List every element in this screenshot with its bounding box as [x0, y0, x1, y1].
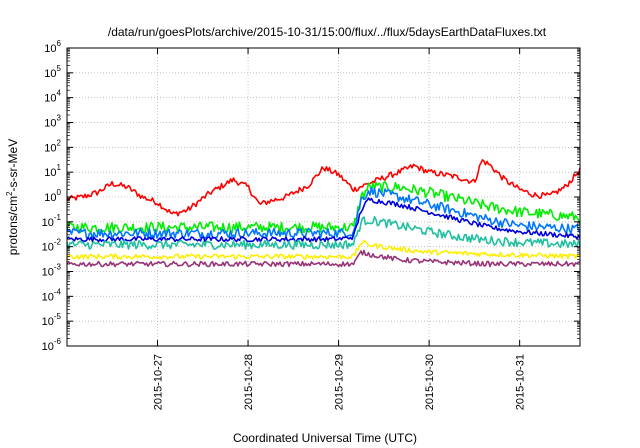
y-tick-label-base: 10 — [42, 217, 54, 229]
y-tick-label-base: 10 — [44, 192, 56, 204]
y-tick-label: 104 — [44, 89, 61, 105]
series-layer — [66, 159, 581, 268]
y-axis-label-rest: -s-sr-MeV — [6, 139, 20, 192]
y-axis-label-sup: 2 — [5, 191, 14, 196]
y-tick-label-base: 10 — [42, 341, 54, 353]
y-tick-label-exp: -5 — [54, 312, 62, 321]
y-tick-label-exp: 2 — [57, 138, 62, 147]
y-tick-label: 10-3 — [42, 263, 62, 279]
y-tick-label-exp: -1 — [54, 213, 62, 222]
y-tick-label-base: 10 — [42, 316, 54, 328]
y-tick-label-exp: 1 — [57, 163, 62, 172]
y-tick-label-exp: -4 — [54, 287, 62, 296]
x-tick-label: 2015-10-27 — [153, 354, 165, 410]
y-tick-label: 102 — [44, 138, 61, 154]
x-tick-label: 2015-10-28 — [243, 354, 255, 410]
y-tick-label-exp: 0 — [57, 188, 62, 197]
x-axis: 2015-10-27 2015-10-28 2015-10-29 2015-10-30… — [153, 48, 527, 410]
y-tick-label-exp: -6 — [54, 337, 62, 346]
x-axis-label: Coordinated Universal Time (UTC) — [233, 431, 417, 445]
y-tick-label-exp: 6 — [57, 39, 62, 48]
chart-title: /data/run/goesPlots/archive/2015-10-31/1… — [108, 25, 547, 39]
x-tick-label: 2015-10-30 — [424, 354, 436, 410]
y-tick-label: 10-4 — [42, 287, 62, 303]
y-tick-label-base: 10 — [44, 167, 56, 179]
y-tick-label-base: 10 — [42, 267, 54, 279]
y-tick-label: 103 — [44, 114, 61, 130]
y-tick-label-base: 10 — [44, 118, 56, 130]
y-tick-label-exp: 4 — [57, 89, 62, 98]
y-tick-label: 106 — [44, 39, 61, 55]
series-line — [66, 186, 581, 239]
y-tick-label-base: 10 — [44, 93, 56, 105]
y-tick-label-exp: -3 — [54, 263, 62, 272]
y-axis-label-main: protons/cm — [6, 196, 20, 255]
series-line — [66, 239, 581, 260]
y-tick-label-base: 10 — [44, 68, 56, 80]
y-tick-label-base: 10 — [42, 242, 54, 254]
series-line — [66, 249, 581, 268]
y-tick-label-exp: -2 — [54, 238, 62, 247]
y-tick-label: 10-5 — [42, 312, 62, 328]
y-tick-label-exp: 3 — [57, 114, 62, 123]
series-line — [66, 197, 581, 243]
y-tick-label-base: 10 — [42, 291, 54, 303]
y-tick-label-base: 10 — [44, 43, 56, 55]
series-line — [66, 180, 581, 234]
y-tick-label: 101 — [44, 163, 61, 179]
y-tick-label: 10-2 — [42, 238, 62, 254]
y-tick-label-base: 10 — [44, 142, 56, 154]
y-axis: 10-610-510-410-310-210-11001011021031041… — [42, 39, 580, 353]
series-line — [66, 159, 581, 217]
y-tick-label: 10-1 — [42, 213, 62, 229]
y-tick-label: 10-6 — [42, 337, 62, 353]
y-tick-label: 105 — [44, 64, 61, 80]
y-tick-label-exp: 5 — [57, 64, 62, 73]
x-tick-label: 2015-10-31 — [515, 354, 527, 410]
series-line — [66, 216, 581, 250]
y-tick-label: 100 — [44, 188, 61, 204]
y-axis-label: protons/cm2-s-sr-MeV — [5, 139, 20, 255]
x-tick-label: 2015-10-29 — [334, 354, 346, 410]
